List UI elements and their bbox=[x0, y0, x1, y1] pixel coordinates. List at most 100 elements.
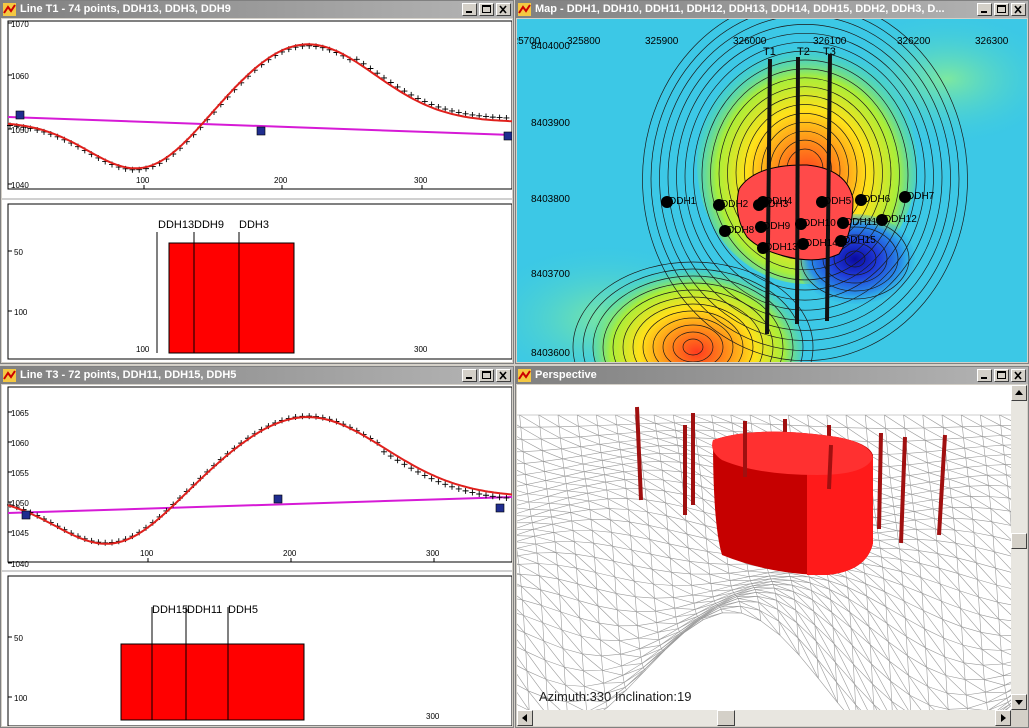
mesh-diagonal bbox=[517, 555, 539, 564]
mesh-diagonal bbox=[836, 681, 851, 712]
mesh-diagonal bbox=[998, 618, 1013, 632]
window-title: Map - DDH1, DDH10, DDH11, DDH12, DDH13, … bbox=[535, 3, 945, 15]
mesh-diagonal bbox=[694, 429, 716, 439]
mesh-diagonal bbox=[526, 670, 548, 699]
mesh-diagonal bbox=[619, 640, 640, 649]
maximize-button[interactable] bbox=[479, 369, 494, 382]
map-window[interactable]: Map - DDH1, DDH10, DDH11, DDH12, DDH13, … bbox=[515, 0, 1029, 364]
mesh-diagonal bbox=[545, 679, 567, 702]
contour-line bbox=[701, 59, 909, 291]
x-tick-label: 326300 bbox=[975, 36, 1009, 47]
hole-label: DDH9 bbox=[194, 219, 224, 231]
mesh-diagonal bbox=[910, 484, 931, 492]
mesh-diagonal bbox=[740, 605, 761, 622]
mesh-diagonal bbox=[771, 581, 793, 586]
mesh-diagonal bbox=[951, 497, 972, 508]
drill-hole-label: DDH9 bbox=[763, 221, 791, 232]
drill-hole-marker bbox=[835, 235, 847, 247]
perspective-window[interactable]: Perspective Azimuth:330 Inclination:19 bbox=[515, 366, 1029, 728]
mesh-diagonal bbox=[688, 547, 709, 564]
mesh-diagonal bbox=[788, 572, 810, 578]
minimize-button[interactable] bbox=[977, 3, 992, 16]
line-t3-titlebar[interactable]: Line T3 - 72 points, DDH11, DDH15, DDH5 bbox=[1, 367, 513, 384]
mesh-diagonal bbox=[770, 578, 792, 581]
mesh-diagonal bbox=[532, 522, 553, 525]
drill-hole-label: DDH14 bbox=[805, 238, 838, 249]
contour-line bbox=[650, 19, 960, 351]
observed-point bbox=[435, 478, 442, 485]
scroll-thumb[interactable] bbox=[717, 710, 735, 726]
observed-point bbox=[428, 475, 435, 482]
scroll-up-button[interactable] bbox=[1011, 385, 1027, 401]
mesh-diagonal bbox=[979, 614, 1001, 636]
app-icon bbox=[3, 3, 16, 16]
drill-hole-marker bbox=[757, 242, 769, 254]
mesh-diagonal bbox=[923, 427, 945, 440]
maximize-button[interactable] bbox=[479, 3, 494, 16]
scroll-left-button[interactable] bbox=[517, 710, 533, 726]
y-tick-label: 1045 bbox=[11, 529, 29, 538]
close-button[interactable] bbox=[1011, 369, 1026, 382]
mesh-diagonal bbox=[999, 635, 1013, 645]
perspective-titlebar[interactable]: Perspective bbox=[516, 367, 1028, 384]
map-titlebar[interactable]: Map - DDH1, DDH10, DDH11, DDH12, DDH13, … bbox=[516, 1, 1028, 18]
mesh-diagonal bbox=[678, 617, 699, 629]
mesh-diagonal bbox=[569, 504, 590, 510]
maximize-button[interactable] bbox=[994, 369, 1009, 382]
perspective-viewport[interactable]: Azimuth:330 Inclination:19 bbox=[517, 385, 1027, 726]
line-t3-window[interactable]: Line T3 - 72 points, DDH11, DDH15, DDH5 … bbox=[0, 366, 514, 728]
line-t1-titlebar[interactable]: Line T1 - 74 points, DDH13, DDH3, DDH9 bbox=[1, 1, 513, 18]
map-canvas[interactable]: 325700 325800 325900 326000 326100 326200 3263… bbox=[517, 19, 1027, 362]
mesh-diagonal bbox=[890, 680, 910, 712]
mesh-diagonal bbox=[541, 605, 563, 631]
mesh-diagonal bbox=[561, 448, 582, 457]
mesh-diagonal bbox=[595, 572, 617, 594]
mesh-diagonal bbox=[613, 560, 635, 582]
vertical-scrollbar[interactable] bbox=[1011, 385, 1027, 710]
mesh-diagonal bbox=[639, 447, 660, 454]
scroll-right-button[interactable] bbox=[995, 710, 1011, 726]
mesh-diagonal bbox=[599, 444, 621, 451]
mesh-diagonal bbox=[939, 583, 961, 609]
body-section-block bbox=[120, 643, 305, 721]
mesh-diagonal bbox=[716, 596, 738, 606]
mesh-diagonal bbox=[590, 519, 612, 533]
y-tick-label: 8404000 bbox=[531, 41, 570, 52]
mesh-diagonal bbox=[580, 446, 602, 453]
mesh-diagonal bbox=[678, 453, 700, 465]
close-button[interactable] bbox=[1011, 3, 1026, 16]
mesh-diagonal bbox=[871, 663, 893, 702]
mesh-diagonal bbox=[526, 484, 547, 490]
mesh-diagonal bbox=[631, 549, 653, 570]
mesh-diagonal bbox=[659, 453, 681, 463]
mesh-diagonal bbox=[543, 640, 565, 668]
mesh-diagonal bbox=[928, 704, 938, 712]
line-t1-window[interactable]: Line T1 - 74 points, DDH13, DDH3, DDH9 1… bbox=[0, 0, 514, 364]
minimize-button[interactable] bbox=[462, 369, 477, 382]
mesh-diagonal bbox=[573, 541, 595, 558]
mesh-diagonal bbox=[1001, 706, 1011, 712]
mesh-diagonal bbox=[657, 438, 678, 446]
minimize-button[interactable] bbox=[977, 369, 992, 382]
mesh-diagonal bbox=[866, 596, 888, 624]
scroll-thumb[interactable] bbox=[1011, 533, 1027, 549]
mesh-diagonal bbox=[999, 414, 1013, 422]
minimize-button[interactable] bbox=[462, 3, 477, 16]
scroll-down-button[interactable] bbox=[1011, 694, 1027, 710]
mesh-diagonal bbox=[661, 469, 683, 483]
mesh-diagonal bbox=[650, 553, 672, 573]
mesh-diagonal bbox=[577, 583, 599, 607]
mesh-diagonal bbox=[753, 587, 775, 589]
observed-point bbox=[483, 113, 489, 120]
mesh-diagonal bbox=[575, 553, 596, 573]
close-button[interactable] bbox=[496, 3, 511, 16]
horizontal-scrollbar[interactable] bbox=[517, 710, 1011, 726]
contour-line bbox=[672, 331, 714, 362]
mesh-diagonal bbox=[980, 414, 1001, 426]
close-button[interactable] bbox=[496, 369, 511, 382]
mesh-diagonal bbox=[544, 471, 565, 477]
maximize-button[interactable] bbox=[994, 3, 1009, 16]
mesh-diagonal bbox=[720, 605, 741, 608]
profile-frame bbox=[7, 20, 512, 190]
